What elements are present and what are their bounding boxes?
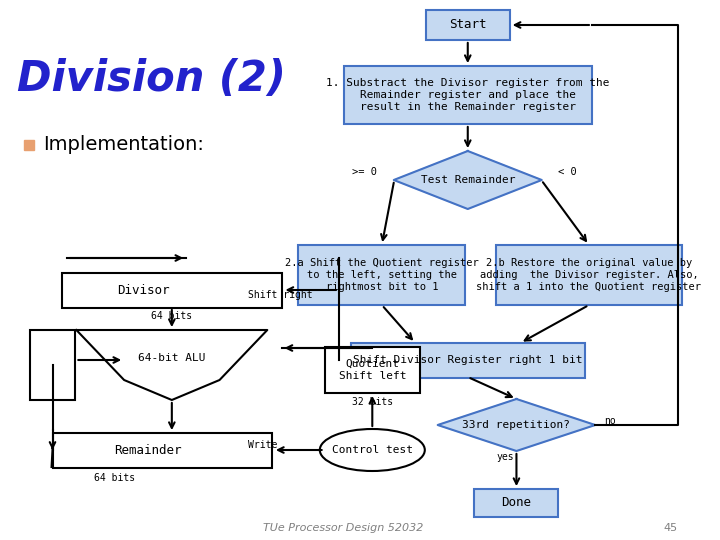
Text: Write: Write [248,440,278,450]
Text: 2.b Restore the original value by
adding  the Divisor register. Also,
shift a 1 : 2.b Restore the original value by adding… [477,259,701,292]
Bar [474,489,559,517]
Bar [325,347,420,393]
Polygon shape [76,330,267,400]
Text: Quotient
Shift left: Quotient Shift left [338,359,406,381]
Text: Control test: Control test [332,445,413,455]
Text: Division (2): Division (2) [17,58,286,100]
Bar [298,245,465,305]
Text: TUe Processor Design 52032: TUe Processor Design 52032 [264,523,424,533]
Polygon shape [394,151,541,209]
Bar [343,66,592,124]
Text: 64 bits: 64 bits [151,311,192,321]
Text: Shift Divisor Register right 1 bit: Shift Divisor Register right 1 bit [353,355,582,365]
Text: Test Remainder: Test Remainder [420,175,515,185]
Polygon shape [438,399,595,451]
Text: Done: Done [501,496,531,510]
Bar [426,10,510,40]
Text: Remainder: Remainder [114,443,181,456]
Text: 1. Substract the Divisor register from the
Remainder register and place the
resu: 1. Substract the Divisor register from t… [326,78,610,112]
Text: no: no [604,416,616,426]
Bar [62,273,282,307]
Text: Divisor: Divisor [117,284,169,296]
Text: Implementation:: Implementation: [43,136,204,154]
Text: < 0: < 0 [559,167,577,177]
Bar [496,245,682,305]
Text: yes: yes [496,452,514,462]
Text: Shift right: Shift right [248,290,312,300]
Text: 2.a Shift the Quotient register
to the left, setting the
rightmost bit to 1: 2.a Shift the Quotient register to the l… [285,259,479,292]
Text: >= 0: >= 0 [352,167,377,177]
Bar [30,330,76,400]
Ellipse shape [320,429,425,471]
Text: 32 bits: 32 bits [352,397,393,407]
Text: 64-bit ALU: 64-bit ALU [138,353,206,363]
Bar [351,342,585,377]
Bar [53,433,272,468]
Text: 45: 45 [664,523,678,533]
Text: Start: Start [449,18,487,31]
Text: 64 bits: 64 bits [94,473,135,483]
Text: 33rd repetition?: 33rd repetition? [462,420,570,430]
